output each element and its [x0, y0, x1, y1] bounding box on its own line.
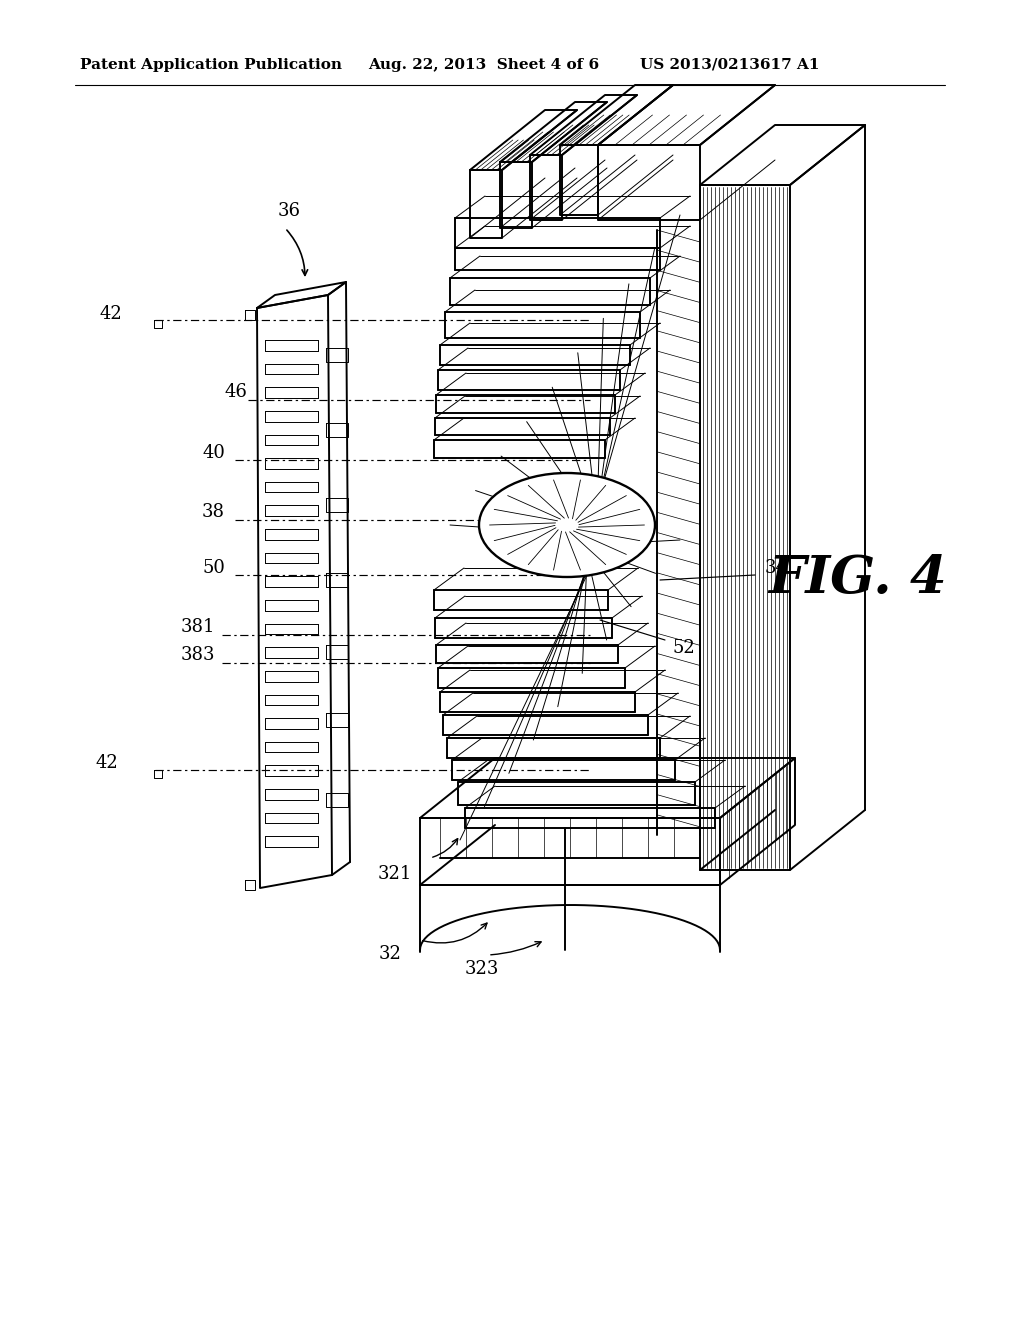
Text: 46: 46 [224, 383, 247, 401]
Ellipse shape [479, 473, 655, 577]
Text: 32: 32 [379, 945, 401, 964]
Text: 34: 34 [765, 558, 787, 577]
Text: Aug. 22, 2013  Sheet 4 of 6: Aug. 22, 2013 Sheet 4 of 6 [368, 58, 599, 73]
Text: 323: 323 [465, 960, 499, 978]
Text: 383: 383 [180, 645, 215, 664]
Text: 38: 38 [202, 503, 225, 521]
Text: 321: 321 [378, 865, 413, 883]
Text: 50: 50 [202, 558, 225, 577]
Text: US 2013/0213617 A1: US 2013/0213617 A1 [640, 58, 819, 73]
Text: 40: 40 [202, 444, 225, 462]
Text: 42: 42 [95, 754, 118, 772]
Text: 52: 52 [672, 639, 694, 657]
Text: FIG. 4: FIG. 4 [768, 553, 947, 603]
Text: 42: 42 [99, 305, 122, 323]
Text: 36: 36 [278, 202, 301, 220]
Text: 381: 381 [180, 618, 215, 636]
Text: Patent Application Publication: Patent Application Publication [80, 58, 342, 73]
